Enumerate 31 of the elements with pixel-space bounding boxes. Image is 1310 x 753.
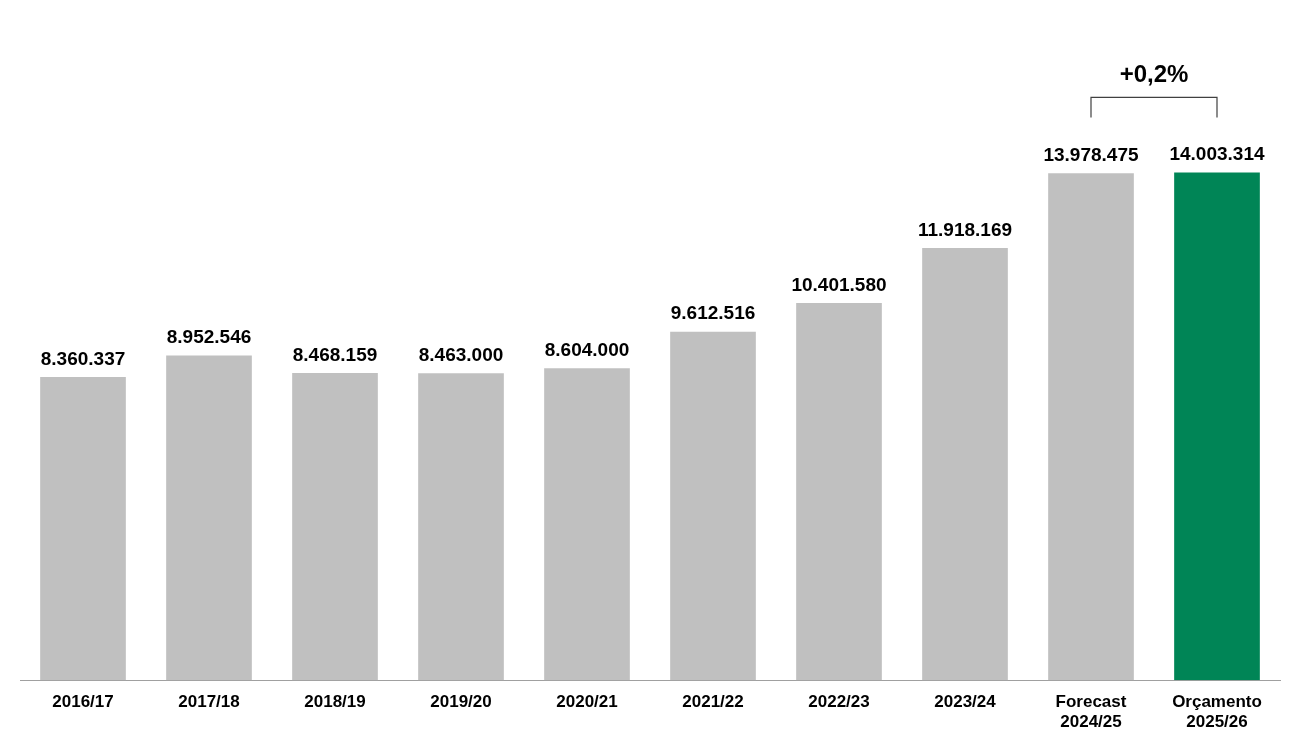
x-tick-label: Orçamento 2025/26 [1172, 692, 1262, 732]
bar [418, 373, 504, 681]
x-tick-label: 2022/23 [808, 692, 870, 712]
x-tick-label: 2018/19 [304, 692, 366, 712]
bar [1048, 173, 1134, 681]
data-label: 11.918.169 [917, 218, 1013, 240]
data-label: 8.604.000 [544, 338, 630, 360]
bar [40, 377, 126, 681]
data-label: 8.468.159 [292, 343, 378, 365]
x-tick-label: 2016/17 [52, 692, 114, 712]
data-label: 10.401.580 [791, 273, 887, 295]
bar [670, 331, 756, 681]
bar [166, 355, 252, 681]
data-label: 8.360.337 [40, 347, 126, 369]
bar [796, 303, 882, 681]
bar [1174, 172, 1260, 681]
text: +0,2% [1119, 60, 1189, 88]
x-tick-label: 2021/22 [682, 692, 744, 712]
data-label: 13.978.475 [1043, 144, 1139, 166]
x-tick-label: 2023/24 [934, 692, 997, 712]
bar [922, 248, 1008, 681]
data-label: 8.952.546 [166, 326, 252, 348]
x-tick-label: 2020/21 [556, 692, 618, 712]
x-tick-label: Forecast 2024/25 [1055, 692, 1127, 732]
data-label: 9.612.516 [670, 302, 756, 324]
bar [544, 368, 630, 681]
x-tick-label: 2019/20 [430, 692, 492, 712]
data-label: 8.463.000 [418, 344, 504, 366]
bar [292, 373, 378, 681]
x-tick-label: 2017/18 [178, 692, 240, 712]
data-label: 14.003.314 [1169, 143, 1265, 165]
